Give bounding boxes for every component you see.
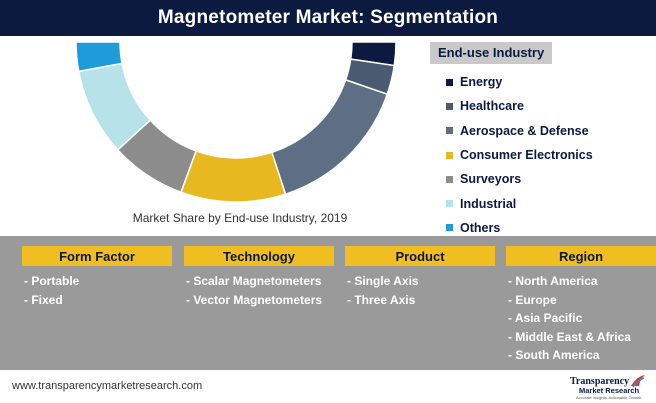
chart-caption: Market Share by End-use Industry, 2019 [132,211,348,225]
legend-label: Aerospace & Defense [460,123,589,138]
legend-swatch [446,102,453,110]
legend-items: Energy Healthcare Aerospace & Defense Consu… [446,70,593,240]
segment-item: - Europe [508,292,557,307]
segment-item: - Portable [24,274,80,288]
segment-item: - Fixed [24,292,63,307]
donut-slice-aerospace-defense [270,78,389,196]
segmentation-panel: Form Factor - Portable - Fixed Technology - … [0,236,656,370]
legend-item: Aerospace & Defense [446,119,593,143]
segment-heading: Region [506,246,656,266]
legend-item: Energy [446,70,593,94]
logo-line2: Market Research [579,386,640,395]
legend-label: Consumer Electronics [460,148,593,163]
legend-swatch [446,175,453,183]
segment-column: Technology - Scalar Magnetometers - Vector… [184,246,334,309]
logo-swoosh-icon [631,375,645,388]
segment-heading: Form Factor [22,246,172,266]
legend-label: Surveyors [460,172,522,187]
legend-item: Others [446,216,593,240]
segment-list: - Single Axis - Three Axis [347,272,495,309]
segment-item: - Vector Magnetometers [186,292,323,307]
legend-label: Energy [460,75,503,90]
footer: www.transparencymarketresearch.com Trans… [0,370,656,403]
logo-line1: Transparency [570,376,630,387]
donut-slice-consumer-electronics [180,149,287,203]
legend-label: Others [460,220,501,235]
legend-swatch [446,224,453,232]
segment-item: - North America [508,274,598,288]
segment-column: Region - North America - Europe - Asia Paci… [506,246,656,365]
legend-title: End-use Industry [430,42,553,64]
segment-item: - Three Axis [347,292,416,307]
company-logo: Transparency Market Research Accurate In… [570,374,650,400]
segment-list: - Scalar Magnetometers - Vector Magnetome… [186,272,334,309]
donut-slice-others [75,41,123,73]
legend-item: Surveyors [446,167,593,191]
legend-item: Consumer Electronics [446,143,593,167]
segment-item: - Asia Pacific [508,311,583,326]
legend-label: Industrial [460,196,517,211]
segment-item: - Scalar Magnetometers [186,274,322,288]
segment-heading: Product [345,246,495,266]
legend-item: Healthcare [446,94,593,118]
legend-label: Healthcare [460,99,524,114]
legend-item: Industrial [446,191,593,215]
legend-swatch [446,200,453,208]
segment-list: - Portable - Fixed [24,272,172,309]
segment-heading: Technology [184,246,334,266]
chart-area: Market Share by End-use Industry, 2019 E… [0,36,656,236]
legend-swatch [446,151,453,159]
donut-chart [75,41,397,203]
legend: End-use Industry Energy Healthcare Aerospa… [430,42,593,240]
segment-column: Form Factor - Portable - Fixed [22,246,172,309]
legend-swatch [446,78,453,86]
website-url[interactable]: www.transparencymarketresearch.com [12,380,203,392]
segment-column: Product - Single Axis - Three Axis [345,246,495,309]
segment-item: - South America [508,348,600,363]
segment-item: - Middle East & Africa [508,329,631,344]
segment-item: - Single Axis [347,274,419,288]
legend-swatch [446,127,453,135]
header-bar: Magnetometer Market: Segmentation [0,0,656,36]
logo-tagline: Accurate Insights. Actionable Growth. [576,395,643,400]
segment-list: - North America - Europe - Asia Pacific - M… [508,272,656,365]
page-title: Magnetometer Market: Segmentation [157,7,499,28]
